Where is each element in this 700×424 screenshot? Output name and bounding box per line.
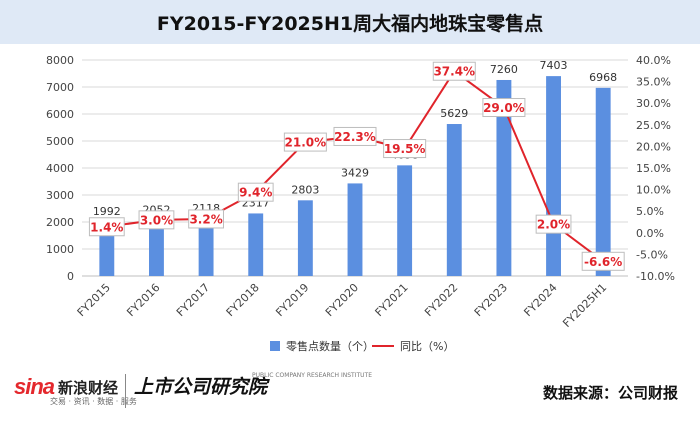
y-left-tick-label: 4000: [46, 162, 74, 175]
yoy-value-label: 9.4%: [239, 186, 272, 200]
logo-divider: [125, 374, 126, 408]
yoy-value-label: 3.0%: [140, 213, 173, 227]
y-right-tick-label: 40.0%: [636, 54, 671, 67]
x-tick-label: FY2015: [75, 281, 113, 319]
bar: [198, 218, 214, 276]
chart-title: FY2015-FY2025H1周大福内地珠宝零售点: [156, 12, 544, 35]
y-left-tick-label: 8000: [46, 54, 74, 67]
y-left-tick-label: 2000: [46, 216, 74, 229]
yoy-label-box: [581, 251, 625, 271]
bar: [149, 220, 164, 276]
sina-logo-subtitle: 交易 · 资讯 · 数据 · 服务: [50, 397, 137, 406]
bar: [297, 200, 313, 276]
y-left-tick-label: 7000: [46, 81, 74, 94]
x-tick-label: FY2024: [521, 281, 559, 319]
yoy-label-box: [383, 139, 427, 159]
chart-area: 0 1000 2000 3000 4000 5000 6000 7000 8000 -10.0% -…: [46, 54, 675, 353]
yoy-value-label: -6.6%: [584, 255, 622, 269]
x-tick-label: FY2019: [273, 281, 311, 319]
bar-value-label: 7260: [490, 63, 518, 76]
yoy-label-box: [188, 209, 224, 229]
yoy-value-label: 19.5%: [384, 142, 426, 156]
yoy-label-box: [138, 210, 175, 230]
x-tick-label: FY2017: [174, 281, 212, 319]
y-right-tick-label: 30.0%: [636, 97, 671, 110]
yoy-label-box: [432, 61, 476, 81]
yoy-value-label: 29.0%: [483, 101, 525, 115]
yoy-label-box: [237, 182, 274, 202]
yoy-value-label: 21.0%: [285, 136, 327, 150]
x-tick-label: FY2022: [422, 281, 460, 319]
x-tick-label: FY2016: [124, 281, 162, 319]
bar-value-label: 7403: [540, 59, 568, 72]
bar: [446, 124, 462, 276]
bar: [595, 87, 611, 276]
legend-line-label: 同比（%）: [400, 340, 454, 353]
y-right-tick-label: 10.0%: [636, 184, 671, 197]
yoy-value-label: 2.0%: [537, 218, 570, 232]
yoy-label-box: [333, 126, 377, 146]
y-right-tick-label: 0.0%: [636, 227, 664, 240]
x-tick-label: FY2025H1: [560, 281, 609, 330]
y-right-tick-label: 15.0%: [636, 162, 671, 175]
institute-name: 上市公司研究院: [134, 376, 268, 398]
bar: [546, 76, 561, 276]
y-left-tick-label: 6000: [46, 108, 74, 121]
y-left-tick-label: 3000: [46, 189, 74, 202]
y-left-tick-label: 1000: [46, 243, 74, 256]
yoy-value-label: 1.4%: [90, 220, 123, 234]
yoy-value-label: 22.3%: [334, 130, 376, 144]
y-left-tick-label: 0: [67, 270, 74, 283]
legend-bar-swatch: [270, 341, 280, 351]
y-right-tick-label: 5.0%: [636, 205, 664, 218]
institute-name-en: PUBLIC COMPANY RESEARCH INSTITUTE: [252, 372, 372, 379]
yoy-label-box: [482, 98, 526, 118]
bar-value-label: 3429: [341, 166, 369, 179]
sina-logo-name: 新浪财经: [58, 378, 119, 397]
bar-value-label: 6968: [589, 71, 617, 84]
yoy-label-box: [283, 132, 327, 152]
data-source: 数据来源：公司财报: [542, 384, 678, 402]
x-tick-label: FY2021: [373, 281, 411, 319]
x-tick-label: FY2018: [224, 281, 262, 319]
bar: [496, 79, 512, 276]
yoy-value-label: 3.2%: [189, 212, 222, 226]
y-right-tick-label: 25.0%: [636, 119, 671, 132]
x-tick-label: FY2023: [472, 281, 510, 319]
title-bar: FY2015-FY2025H1周大福内地珠宝零售点: [0, 0, 700, 44]
yoy-label-box: [535, 214, 572, 234]
legend-bar-label: 零售点数量（个）: [286, 339, 374, 353]
bar-value-label: 2803: [291, 183, 319, 196]
bar: [397, 165, 413, 276]
y-right-tick-label: 35.0%: [636, 76, 671, 89]
x-tick-label: FY2020: [323, 281, 361, 319]
y-right-tick-label: -5.0%: [636, 248, 668, 261]
institute-logo: 上市公司研究院 PUBLIC COMPANY RESEARCH INSTITUT…: [134, 372, 372, 399]
y-right-tick-label: -10.0%: [636, 270, 675, 283]
bar-value-label: 1992: [93, 205, 121, 218]
footer: sina 新浪财经 交易 · 资讯 · 数据 · 服务 上市公司研究院 PUBL…: [0, 366, 700, 424]
yoy-label-box: [88, 217, 125, 237]
sina-logo-mark: sina: [14, 374, 55, 399]
yoy-value-label: 37.4%: [433, 65, 475, 79]
bar-value-label: 5629: [440, 107, 468, 120]
y-left-tick-label: 5000: [46, 135, 74, 148]
bar: [248, 213, 264, 276]
sina-finance-logo: sina 新浪财经: [14, 374, 118, 400]
bar: [347, 183, 363, 276]
y-right-tick-label: 20.0%: [636, 140, 671, 153]
